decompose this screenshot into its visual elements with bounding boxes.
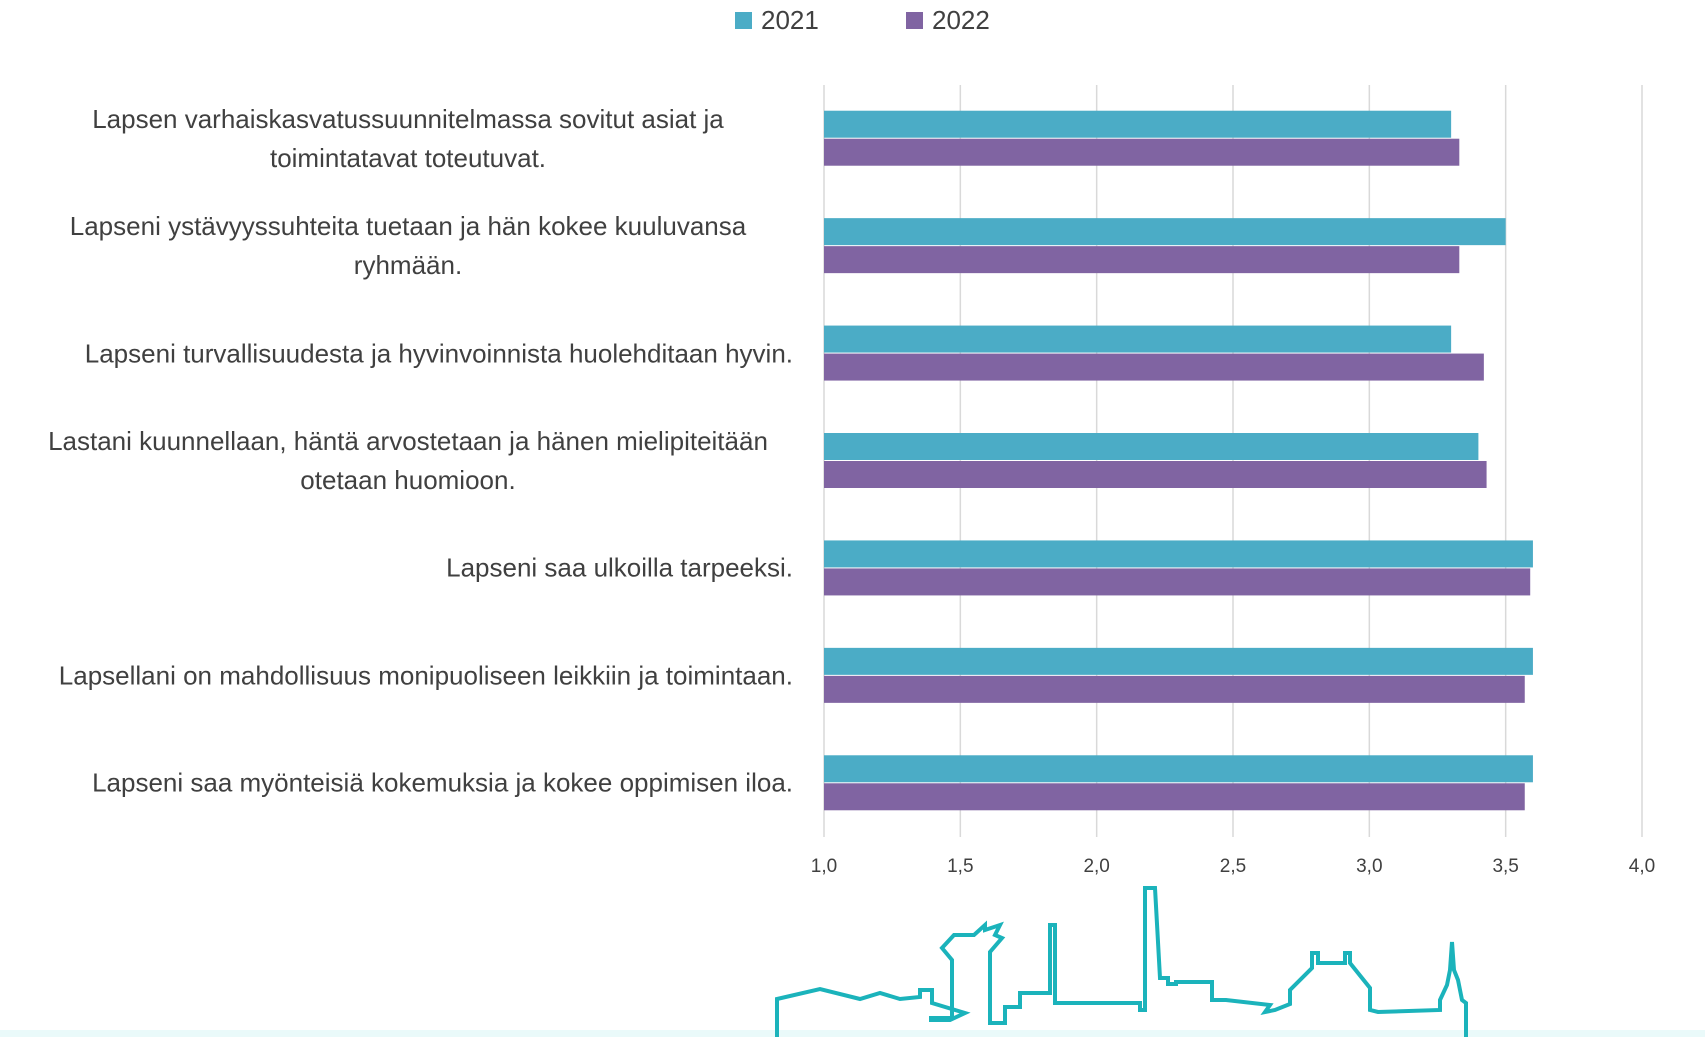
page: 1,0 1,5 2,0 2,5 3,0 3,5 4,0 2021 2022 Lapsen var… <box>0 0 1705 1037</box>
y-tick-label: Lapseni saa ulkoilla tarpeeksi. <box>446 549 793 588</box>
skyline <box>777 888 1466 1037</box>
x-tick-label: 1,5 <box>947 856 973 877</box>
bar <box>824 326 1451 353</box>
footer-band <box>0 1030 1705 1037</box>
bar <box>824 676 1525 703</box>
x-tick-label: 1,0 <box>811 856 837 877</box>
bar <box>824 540 1533 567</box>
bar <box>824 648 1533 675</box>
bar <box>824 111 1451 138</box>
x-tick-label: 4,0 <box>1629 856 1655 877</box>
x-tick-label: 3,0 <box>1356 856 1382 877</box>
bar <box>824 433 1478 460</box>
y-tick-label: Lapsellani on mahdollisuus monipuoliseen… <box>59 656 793 695</box>
bar <box>824 218 1506 245</box>
bar <box>824 461 1487 488</box>
bar <box>824 783 1525 810</box>
x-tick-label: 2,0 <box>1083 856 1109 877</box>
y-tick-label: Lastani kuunnellaan, häntä arvostetaan j… <box>23 422 793 500</box>
legend-label: 2021 <box>761 5 819 35</box>
bar <box>824 568 1530 595</box>
legend-swatch <box>906 12 923 29</box>
y-tick-label: Lapseni turvallisuudesta ja hyvinvoinnis… <box>85 334 793 373</box>
y-tick-label: Lapsen varhaiskasvatussuunnitelmassa sov… <box>23 100 793 178</box>
x-tick-label: 2,5 <box>1220 856 1246 877</box>
x-tick-label: 3,5 <box>1492 856 1518 877</box>
y-tick-label: Lapseni saa myönteisiä kokemuksia ja kok… <box>92 764 793 803</box>
bar <box>824 354 1484 381</box>
legend-swatch <box>735 12 752 29</box>
legend-label: 2022 <box>932 5 990 35</box>
bar <box>824 139 1459 166</box>
y-tick-label: Lapseni ystävyyssuhteita tuetaan ja hän … <box>23 207 793 285</box>
bar <box>824 246 1459 273</box>
bar <box>824 755 1533 782</box>
